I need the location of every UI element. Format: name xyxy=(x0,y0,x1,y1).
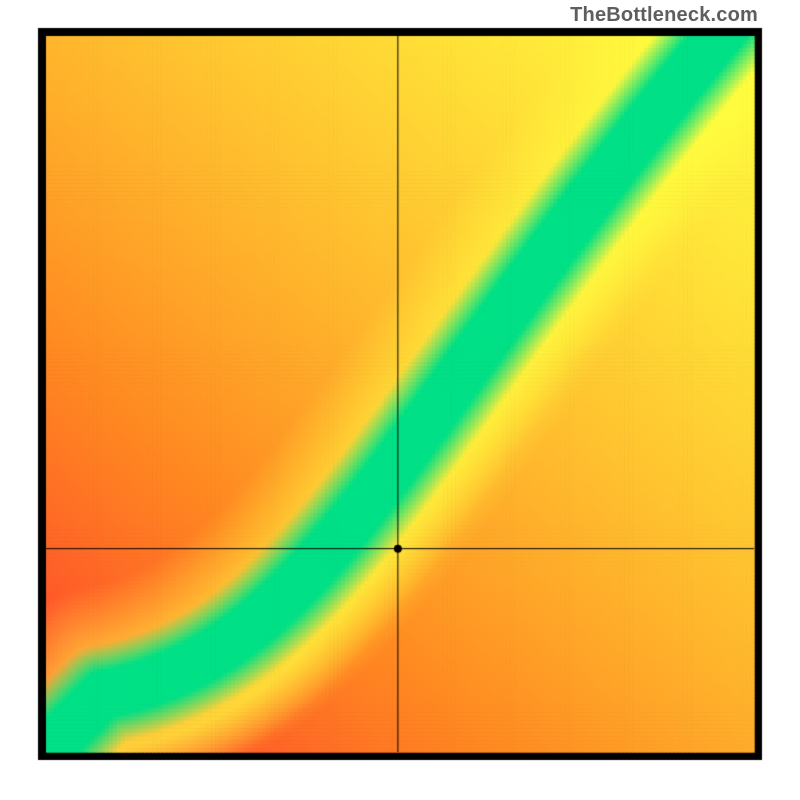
chart-container: TheBottleneck.com xyxy=(0,0,800,800)
bottleneck-heatmap xyxy=(0,0,800,800)
attribution-label: TheBottleneck.com xyxy=(570,4,758,27)
